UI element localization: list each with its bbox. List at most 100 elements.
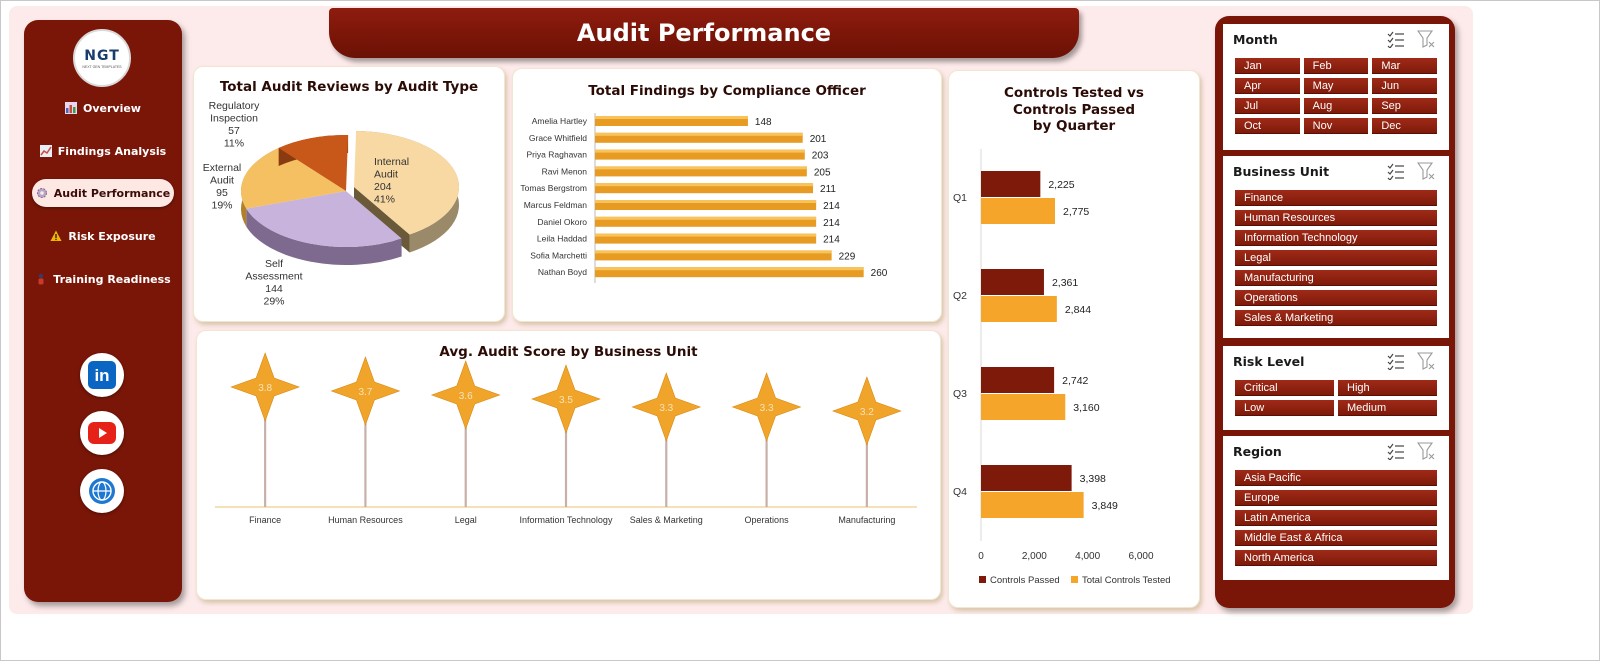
slicer-item[interactable]: Mar: [1372, 58, 1437, 74]
nav-item-overview[interactable]: Overview: [32, 94, 174, 122]
ngt-logo[interactable]: NGT NEXT GEN TEMPLATES: [73, 29, 131, 87]
multi-select-icon[interactable]: [1387, 352, 1405, 371]
compliance-officer-bar-card: Total Findings by Compliance Officer Ame…: [512, 68, 942, 322]
nav-label: Audit Performance: [53, 186, 171, 200]
officer-bar-highlight: [595, 116, 748, 119]
chart-title: Total Findings by Compliance Officer: [588, 83, 866, 99]
multi-select-icon[interactable]: [1387, 442, 1405, 461]
slicer-item[interactable]: Dec: [1372, 118, 1437, 134]
slicer-item[interactable]: Finance: [1235, 190, 1437, 206]
controls-bar-chart: Q1 2,225 2,775 Q2 2,361 2,844 Q3 2,742 3,160 Q4 3,…: [953, 149, 1171, 586]
clear-filter-icon[interactable]: [1416, 442, 1435, 460]
globe-icon: [89, 478, 115, 504]
logo-subtitle: NEXT GEN TEMPLATES: [82, 64, 122, 69]
officer-value-label: 214: [823, 235, 840, 246]
officer-bar-highlight: [595, 200, 817, 203]
slicer-item[interactable]: Medium: [1338, 400, 1437, 416]
pie-data-label: 41%: [374, 194, 395, 206]
officer-name-label: Priya Raghavan: [527, 150, 588, 160]
slicer-item[interactable]: Low: [1235, 400, 1334, 416]
slicer-item[interactable]: Legal: [1235, 250, 1437, 266]
nav-item-training-readiness[interactable]: Training Readiness: [32, 265, 174, 293]
x-tick-label: 2,000: [1022, 551, 1047, 562]
officer-name-label: Daniel Okoro: [537, 217, 587, 227]
controls-value-label: 3,849: [1092, 500, 1118, 512]
audit-type-pie-card: Total Audit Reviews by Audit Type Intern…: [193, 66, 505, 322]
slicer-item[interactable]: Jan: [1235, 58, 1300, 74]
controls-bar: [981, 492, 1084, 518]
slicer-item[interactable]: Aug: [1303, 98, 1369, 114]
multi-select-icon[interactable]: [1387, 162, 1405, 181]
logo-mark: NGT: [84, 47, 120, 64]
slicer-item[interactable]: High: [1338, 380, 1437, 396]
officer-bar-highlight: [595, 166, 807, 170]
pie-slice: [278, 135, 349, 191]
officer-bar: [595, 132, 803, 143]
officer-value-label: 148: [755, 117, 772, 128]
score-value-label: 3.3: [659, 403, 673, 414]
officer-value-label: 205: [814, 167, 831, 178]
page-title: Audit Performance: [576, 19, 832, 47]
officer-bar-highlight: [595, 216, 817, 220]
multi-select-icon[interactable]: [1387, 30, 1405, 49]
x-tick-label: 4,000: [1075, 551, 1100, 562]
nav-item-risk-exposure[interactable]: Risk Exposure: [32, 222, 174, 250]
officer-name-label: Grace Whitfield: [529, 133, 587, 143]
officer-bar: [595, 166, 807, 177]
youtube-button[interactable]: [80, 411, 124, 455]
pie-chart: InternalAudit20441%SelfAssessment14429%E…: [203, 100, 459, 308]
slicer-item[interactable]: Jun: [1372, 78, 1437, 94]
slicer-item[interactable]: Europe: [1235, 490, 1437, 506]
controls-bar: [981, 394, 1066, 420]
controls-value-label: 2,775: [1063, 206, 1089, 218]
score-star-marker: [330, 356, 401, 426]
slicer-title: Business Unit: [1233, 164, 1330, 179]
pie-slice: [354, 131, 459, 235]
score-star-marker: [531, 364, 601, 434]
score-value-label: 3.8: [258, 383, 272, 394]
slicer-item[interactable]: Sep: [1372, 98, 1437, 114]
officer-value-label: 201: [810, 134, 827, 145]
slicer-item[interactable]: Jul: [1235, 98, 1300, 114]
slicer-item[interactable]: Latin America: [1235, 510, 1437, 526]
slicer-item[interactable]: North America: [1235, 550, 1437, 566]
slicer-item[interactable]: Human Resources: [1235, 210, 1437, 226]
legend-label: Controls Passed: [990, 575, 1060, 586]
score-value-label: 3.5: [559, 395, 573, 406]
slicer-item[interactable]: Apr: [1235, 78, 1300, 94]
slicer-item[interactable]: Oct: [1235, 118, 1300, 134]
business-unit-label: Legal: [455, 515, 477, 525]
nav-item-audit-performance[interactable]: Audit Performance: [32, 179, 174, 207]
clear-filter-icon[interactable]: [1416, 30, 1435, 48]
slicer-item[interactable]: Manufacturing: [1235, 270, 1437, 286]
legend-swatch: [979, 576, 986, 583]
score-star-marker: [230, 352, 301, 422]
clear-filter-icon[interactable]: [1416, 352, 1435, 370]
bar-chart-icon: [65, 102, 77, 114]
slicer-item[interactable]: Critical: [1235, 380, 1334, 396]
chart-title: Avg. Audit Score by Business Unit: [439, 344, 698, 360]
controls-value-label: 2,844: [1065, 304, 1091, 316]
slicer-item[interactable]: Sales & Marketing: [1235, 310, 1437, 326]
slicer-item[interactable]: Middle East & Africa: [1235, 530, 1437, 546]
officer-bar-highlight: [595, 183, 814, 187]
officer-name-label: Leila Haddad: [537, 234, 587, 244]
business-unit-label: Finance: [249, 515, 281, 525]
slicer-item[interactable]: Nov: [1303, 118, 1369, 134]
nav-item-findings-analysis[interactable]: Findings Analysis: [32, 137, 174, 165]
quarter-label: Q1: [953, 192, 967, 204]
clear-filter-icon[interactable]: [1416, 162, 1435, 180]
pie-slice: [246, 191, 402, 247]
pie-data-label: 19%: [211, 200, 232, 212]
slicer-item[interactable]: May: [1303, 78, 1369, 94]
slicer-item[interactable]: Operations: [1235, 290, 1437, 306]
officer-value-label: 260: [871, 268, 888, 279]
pie-data-label: Internal: [374, 156, 409, 168]
slicer-item[interactable]: Information Technology: [1235, 230, 1437, 246]
linkedin-button[interactable]: in: [80, 353, 124, 397]
website-button[interactable]: [80, 469, 124, 513]
slicer-item[interactable]: Asia Pacific: [1235, 470, 1437, 486]
slicer-item[interactable]: Feb: [1303, 58, 1369, 74]
linkedin-icon: in: [88, 361, 116, 389]
controls-value-label: 2,225: [1048, 179, 1074, 191]
